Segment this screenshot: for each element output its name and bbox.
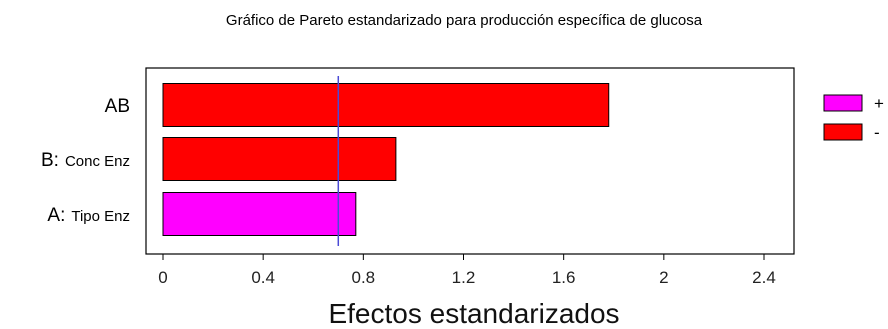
- bar-b: [162, 137, 397, 181]
- category-factor: A:: [47, 205, 65, 226]
- category-factor: AB: [105, 96, 130, 117]
- legend: +-: [823, 94, 884, 142]
- bars-layer: [162, 83, 610, 236]
- bar-a: [162, 192, 357, 236]
- legend-swatch: [823, 94, 863, 112]
- legend-label: -: [874, 123, 880, 142]
- x-tick-label: 2: [659, 268, 668, 287]
- category-label: B: Conc Enz: [41, 150, 130, 171]
- category-factor: B:: [41, 150, 59, 171]
- bar-ab: [162, 83, 610, 127]
- legend-swatch: [823, 123, 863, 141]
- category-label: AB: [105, 96, 130, 117]
- category-label: A: Tipo Enz: [47, 205, 130, 226]
- x-tick-label: 0: [158, 268, 167, 287]
- x-axis-label: Efectos estandarizados: [328, 298, 619, 329]
- category-name: Conc Enz: [65, 153, 130, 170]
- x-tick-label: 1.6: [552, 268, 576, 287]
- category-name: Tipo Enz: [71, 208, 130, 225]
- x-tick-label: 1.2: [452, 268, 476, 287]
- category-labels: AB B: Conc Enz A: Tipo Enz: [41, 96, 130, 226]
- chart-title: Gráfico de Pareto estandarizado para pro…: [226, 12, 703, 29]
- legend-label: +: [874, 94, 884, 113]
- x-tick-label: 0.4: [251, 268, 275, 287]
- x-axis-ticks: 0 0.4 0.8 1.2 1.6 2 2.4: [158, 254, 776, 287]
- x-tick-label: 2.4: [752, 268, 776, 287]
- x-tick-label: 0.8: [352, 268, 376, 287]
- plot-frame: [145, 67, 795, 255]
